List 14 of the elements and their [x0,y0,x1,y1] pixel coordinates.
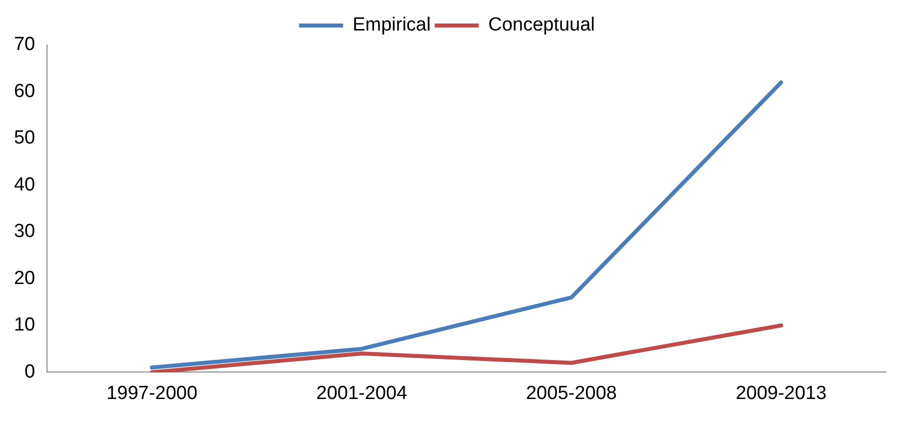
x-tick-label: 2005-2008 [526,382,617,404]
y-tick-label: 20 [14,268,36,289]
y-tick-label: 70 [14,34,36,56]
x-tick-label: 1997-2000 [106,382,198,404]
legend-label: Conceptuual [488,14,595,36]
y-tick-label: 30 [14,221,36,242]
y-tick-label: 50 [14,128,36,149]
legend-label: Empirical [352,14,431,36]
x-tick-label: 2009-2013 [736,382,827,404]
x-tick-label: 2001-2004 [316,382,408,404]
y-tick-label: 10 [14,314,36,336]
y-tick-label: 60 [14,80,36,102]
y-tick-label: 40 [14,174,36,196]
y-tick-label: 0 [24,361,36,382]
